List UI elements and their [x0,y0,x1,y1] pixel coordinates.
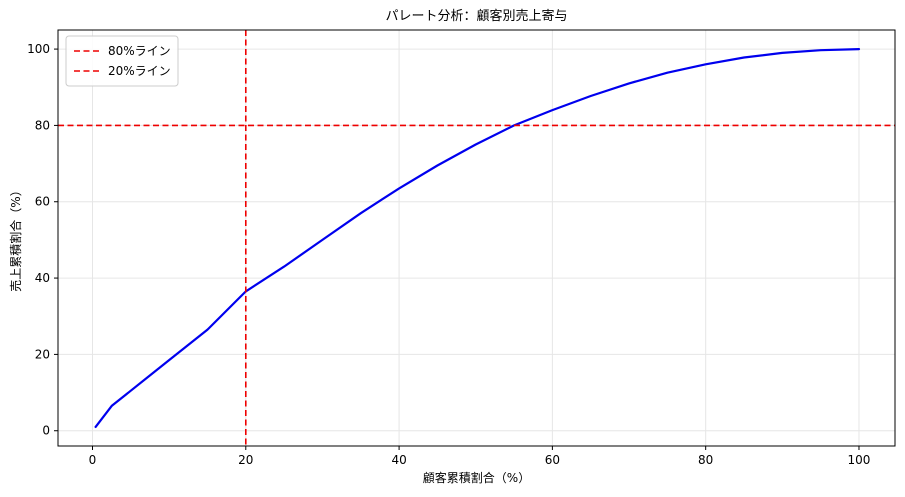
reference-lines [58,30,895,446]
chart-title: パレート分析：顧客別売上寄与 [385,8,567,24]
legend-box [65,35,179,87]
legend-label: 80%ライン [108,44,171,58]
plot-frame [57,29,896,447]
y-tick-label: 40 [35,271,50,285]
legend: 80%ライン 20%ライン [65,35,179,87]
x-tick-label: 80 [698,453,713,467]
grid [58,30,895,446]
x-tick-label: 100 [848,453,871,467]
series-layer [94,47,861,428]
y-tick-label: 0 [42,424,50,438]
x-tick-label: 60 [545,453,560,467]
y-tick-label: 60 [35,195,50,209]
x-tick-label: 0 [89,453,97,467]
y-tick-label: 20 [35,347,50,361]
x-axis-ticks: 0 20 40 60 80 100 [89,446,871,467]
x-tick-label: 20 [238,453,253,467]
y-axis-ticks: 0 20 40 60 80 100 [27,42,58,438]
x-axis-label: 顧客累積割合（%） [423,470,530,485]
legend-label: 20%ライン [108,64,171,78]
x-tick-label: 40 [391,453,406,467]
y-tick-label: 80 [35,118,50,132]
y-tick-label: 100 [27,42,50,56]
y-axis-label: 売上累積割合（%） [8,184,23,291]
cumulative-sales-line [94,47,861,428]
